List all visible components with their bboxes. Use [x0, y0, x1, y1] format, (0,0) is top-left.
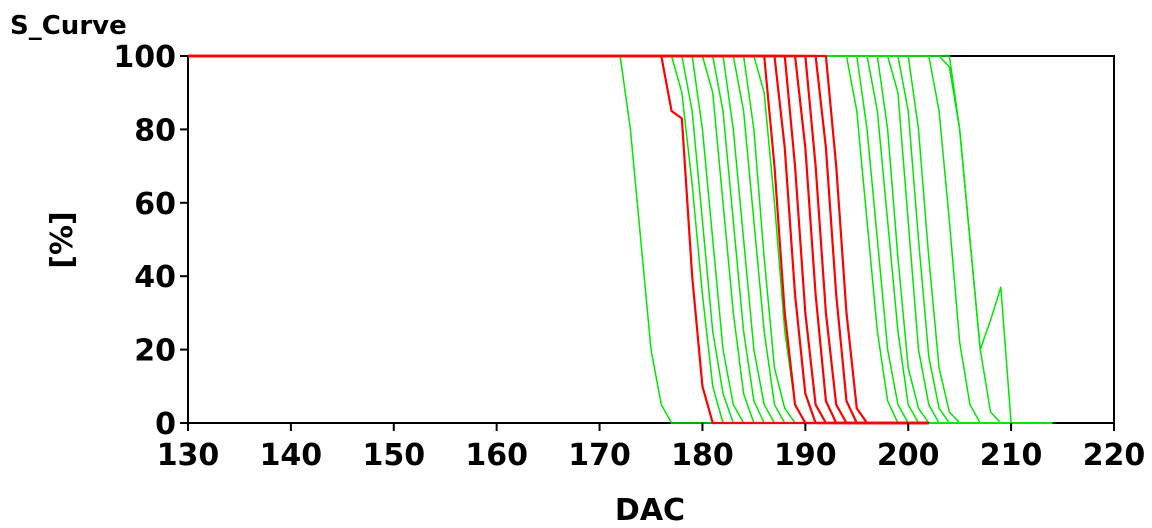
chart-title: S_Curve — [10, 11, 127, 41]
y-tick-label-5: 100 — [113, 40, 176, 75]
s-curve-series-green-6 — [188, 55, 1053, 424]
s-curve-series-green-1 — [188, 55, 1053, 424]
s-curve-series-green-13 — [188, 55, 1053, 424]
y-axis-label: [%] — [45, 211, 80, 268]
s-curve-series-green-2 — [188, 55, 1053, 424]
s-curve-series-green-3 — [188, 55, 1053, 424]
x-tick-label-9: 220 — [1083, 438, 1146, 473]
x-tick-label-4: 170 — [568, 438, 631, 473]
s-curve-series-green-10 — [188, 55, 1053, 424]
s-curve-series-green-19 — [188, 55, 1053, 424]
s-curve-series-green-0 — [188, 55, 1053, 424]
y-tick-label-4: 80 — [134, 113, 176, 148]
x-axis-label: DAC — [615, 493, 685, 528]
x-tick-label-5: 180 — [671, 438, 734, 473]
s-curve-series-green-14 — [188, 55, 1053, 424]
y-tick-label-3: 60 — [134, 187, 176, 222]
s-curve-series-green-8 — [188, 55, 1053, 424]
y-tick-label-1: 20 — [134, 334, 176, 369]
s-curve-series-green-4 — [188, 55, 1053, 424]
s-curve-series-red-27 — [188, 54, 929, 425]
x-tick-label-7: 200 — [877, 438, 940, 473]
plot-area — [187, 55, 1115, 424]
x-tick-label-6: 190 — [774, 438, 837, 473]
s-curve-series-green-5 — [188, 55, 1053, 424]
s-curve-series-red-20 — [188, 54, 929, 425]
x-tick-label-3: 160 — [465, 438, 528, 473]
s-curve-series-green-11 — [188, 55, 1053, 424]
s-curve-series-green-15 — [188, 55, 1053, 424]
s-curve-series-green-7 — [188, 55, 1053, 424]
y-tick-label-0: 0 — [155, 407, 176, 442]
s-curve-series-green-17 — [188, 55, 1053, 424]
x-tick-label-0: 130 — [157, 438, 220, 473]
s-curve-series-green-12 — [188, 55, 1053, 424]
y-tick-label-2: 40 — [134, 260, 176, 295]
axis-layer: 130 140 150 160 170 180 190 200 210 220 0 20 40 60 80 1… — [113, 40, 1145, 473]
x-tick-label-2: 150 — [362, 438, 425, 473]
x-tick-label-1: 140 — [260, 438, 323, 473]
s-curve-series-green-16 — [188, 55, 1053, 424]
x-tick-label-8: 210 — [980, 438, 1043, 473]
